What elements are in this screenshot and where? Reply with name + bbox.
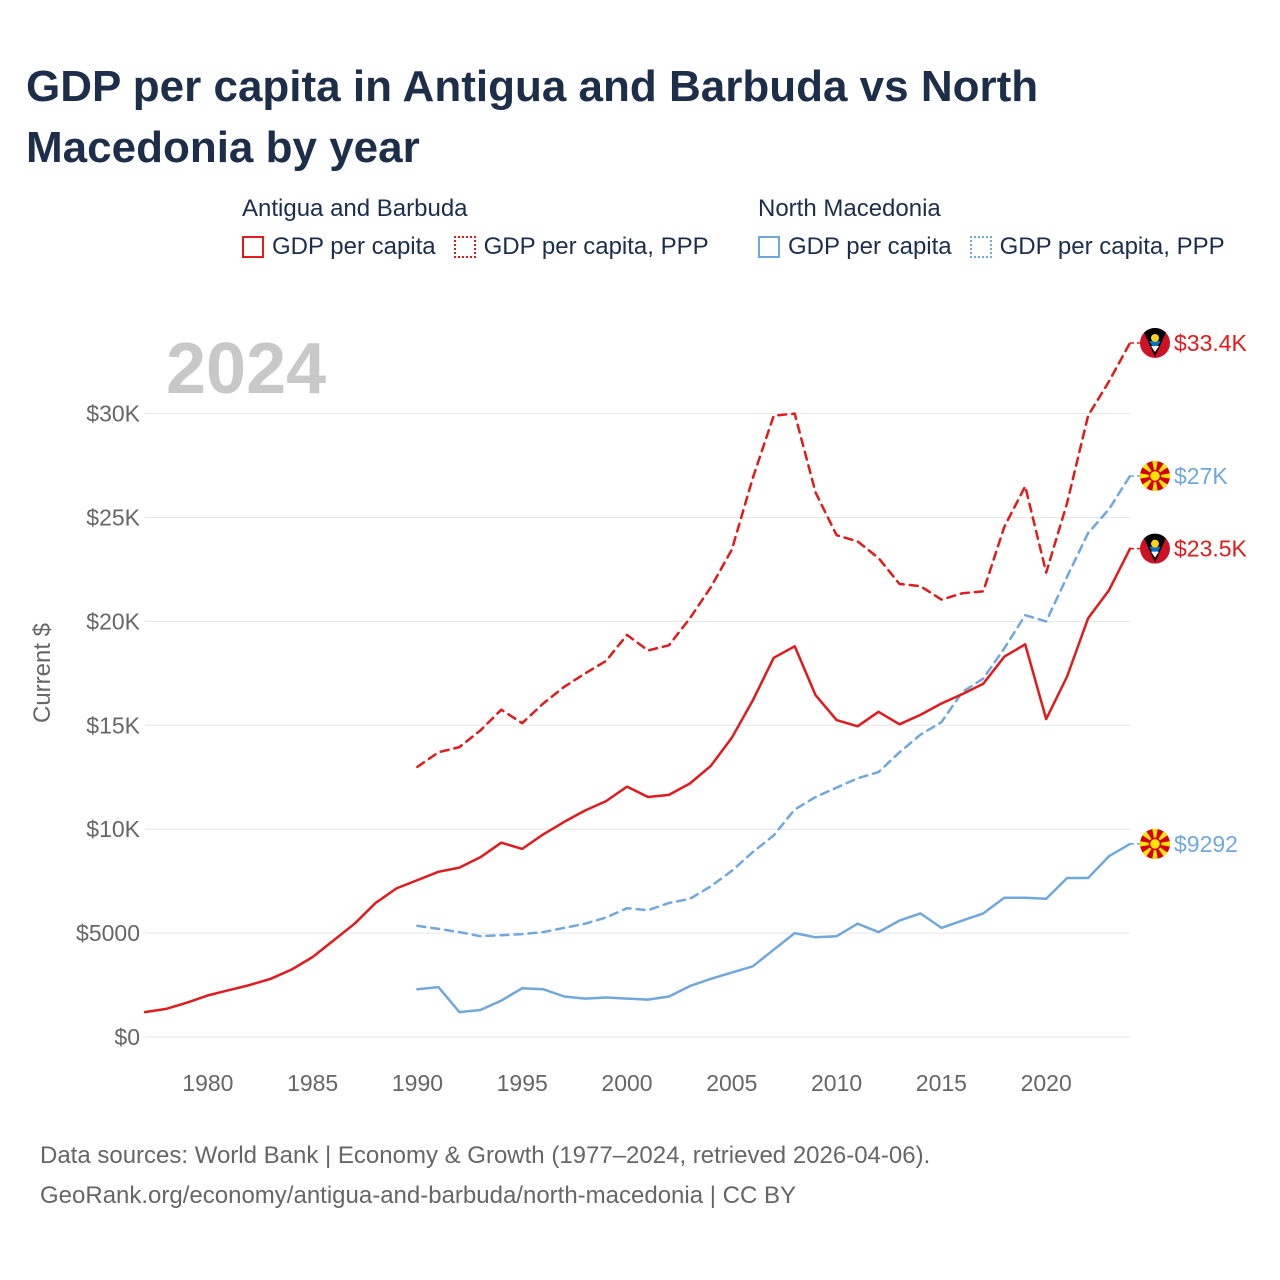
flag-ray — [1151, 460, 1159, 476]
end-value-label: $9292 — [1174, 831, 1238, 857]
end-value-label: $27K — [1174, 463, 1228, 489]
y-tick-label: $25K — [86, 505, 140, 531]
chart-title: GDP per capita in Antigua and Barbuda vs… — [26, 62, 1039, 172]
y-tick-label: $20K — [86, 608, 140, 634]
source-line-1: Data sources: World Bank | Economy & Gro… — [40, 1142, 931, 1169]
legend-label: GDP per capita — [272, 233, 436, 260]
antigua-gdp-line — [143, 547, 1132, 1014]
legend-item-macedonia-gdp[interactable]: GDP per capita — [758, 233, 952, 261]
flag-body — [1140, 327, 1170, 358]
x-tick-label: 1995 — [497, 1070, 548, 1096]
legend-group-antigua: Antigua and Barbuda GDP per capita GDP p… — [242, 192, 727, 261]
y-tick-label: $15K — [86, 712, 140, 738]
flag-ray — [1151, 475, 1159, 491]
legend-swatch-dotted-red — [453, 236, 476, 258]
x-tick-label: 2010 — [811, 1070, 862, 1096]
flag-sun — [1151, 333, 1159, 342]
x-tick-label: 1985 — [287, 1070, 338, 1096]
flag-sun — [1151, 539, 1159, 548]
y-tick-label: $0 — [114, 1024, 140, 1050]
grid-layer — [145, 413, 1130, 1038]
flag-white — [1151, 551, 1159, 558]
legend-swatch-dotted-blue — [969, 236, 992, 258]
x-tick-label: 1990 — [392, 1070, 443, 1096]
x-tick-label: 2000 — [601, 1070, 652, 1096]
legend-country-antigua: Antigua and Barbuda — [242, 195, 468, 222]
flag-white — [1151, 345, 1159, 352]
antigua-flag-icon — [1140, 327, 1170, 358]
x-tick-label: 2005 — [706, 1070, 757, 1096]
y-axis: $0 $5000 $10K $15K $20K $25K $30K — [76, 401, 141, 1050]
end-value-label: $33.4K — [1174, 330, 1248, 356]
source-line-2: GeoRank.org/economy/antigua-and-barbuda/… — [40, 1182, 796, 1209]
flag-ray — [1155, 839, 1170, 848]
flag-ray — [1140, 472, 1155, 480]
flag-ray — [1151, 843, 1159, 859]
legend-swatch-solid-red — [242, 236, 264, 258]
flag-blue — [1149, 340, 1161, 350]
macedonia-ppp-line — [416, 474, 1132, 938]
flag-sun — [1148, 469, 1162, 483]
series-layer — [143, 341, 1132, 1014]
flag-ray — [1155, 472, 1170, 480]
y-axis-label: Current $ — [29, 623, 56, 723]
antigua-ppp-line — [416, 341, 1132, 769]
flag-ray — [1140, 839, 1155, 848]
x-axis: 1980 1985 1990 1995 2000 2005 2010 2015 2020 — [182, 1070, 1071, 1096]
end-labels: $33.4K $27K $23.5K $9292 — [1130, 327, 1248, 859]
y-tick-label: $5000 — [76, 920, 140, 946]
legend-country-macedonia: North Macedonia — [758, 195, 941, 222]
year-watermark: 2024 — [166, 329, 326, 409]
legend-group-macedonia: North Macedonia GDP per capita GDP per c… — [758, 192, 1243, 261]
end-value-label: $23.5K — [1174, 536, 1248, 562]
y-tick-label: $30K — [86, 401, 140, 427]
legend-label: GDP per capita, PPP — [999, 233, 1225, 260]
flag-ray — [1151, 828, 1159, 844]
flag-body — [1140, 533, 1170, 564]
legend-item-macedonia-ppp[interactable]: GDP per capita, PPP — [969, 233, 1225, 261]
flag-blue — [1149, 546, 1161, 556]
y-tick-label: $10K — [86, 816, 140, 842]
x-tick-label: 1980 — [182, 1070, 233, 1096]
legend-label: GDP per capita — [788, 233, 952, 260]
flag-sun — [1148, 837, 1162, 851]
legend-swatch-solid-blue — [758, 236, 780, 258]
x-tick-label: 2015 — [916, 1070, 967, 1096]
legend-label: GDP per capita, PPP — [483, 233, 709, 260]
x-tick-label: 2020 — [1021, 1070, 1072, 1096]
macedonia-gdp-line — [416, 842, 1132, 1014]
legend-item-antigua-ppp[interactable]: GDP per capita, PPP — [453, 233, 709, 261]
antigua-flag-icon — [1140, 533, 1170, 564]
legend-item-antigua-gdp[interactable]: GDP per capita — [242, 233, 436, 261]
source-note: Data sources: World Bank | Economy & Gro… — [40, 1136, 930, 1216]
